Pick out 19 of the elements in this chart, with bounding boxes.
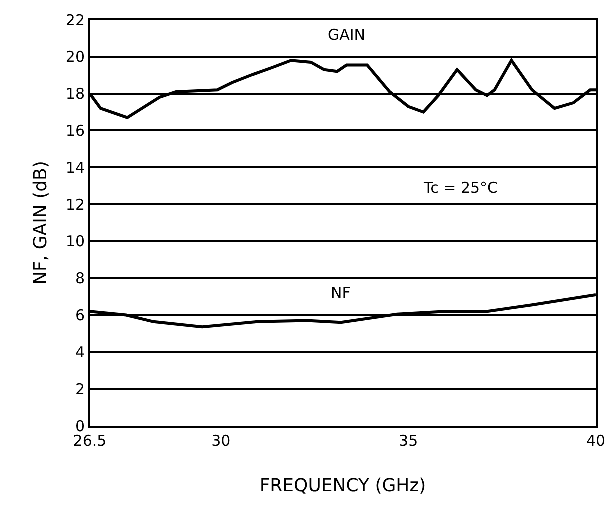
y-axis-title: NF, GAIN (dB): [30, 161, 52, 285]
y-tick-label: 22: [66, 11, 85, 30]
y-tick-label: 18: [66, 85, 85, 104]
y-tick-label: 6: [75, 306, 85, 325]
series-label: GAIN: [328, 26, 366, 44]
annotation: Tc = 25°C: [423, 179, 498, 197]
y-tick-label: 12: [66, 196, 85, 214]
y-tick-label: 8: [75, 270, 85, 288]
x-tick-label: 40: [586, 432, 606, 450]
x-tick-label: 30: [212, 432, 231, 450]
y-tick-label: 10: [66, 232, 85, 251]
y-tick-label: 14: [66, 158, 85, 177]
y-tick-label: 20: [66, 48, 85, 66]
y-tick-label: 4: [75, 343, 85, 362]
y-tick-label: 16: [66, 122, 85, 140]
series-label: NF: [331, 284, 351, 302]
y-tick-label: 2: [75, 380, 85, 398]
x-axis-title: FREQUENCY (GHz): [260, 476, 426, 497]
x-tick-label: 35: [399, 432, 418, 450]
